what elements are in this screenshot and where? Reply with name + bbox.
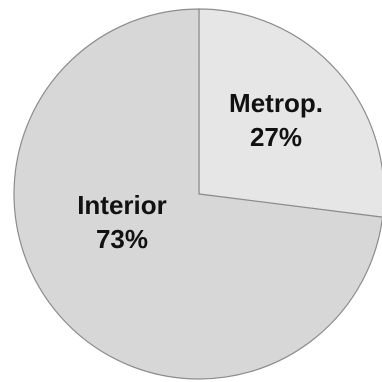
- pie-labels: Metrop. 27% Interior 73%: [77, 88, 323, 254]
- pie-slice-metrop: [198, 8, 382, 218]
- pie-slice-interior: [13, 8, 382, 380]
- slice-category-label: Metrop.: [229, 88, 323, 118]
- slice-category-label: Interior: [77, 190, 167, 220]
- pie-slices: [13, 8, 382, 380]
- slice-label-metrop: Metrop. 27%: [229, 88, 323, 152]
- slice-percent-label: 73%: [96, 224, 148, 254]
- slice-percent-label: 27%: [250, 122, 302, 152]
- slice-label-interior: Interior 73%: [77, 190, 167, 254]
